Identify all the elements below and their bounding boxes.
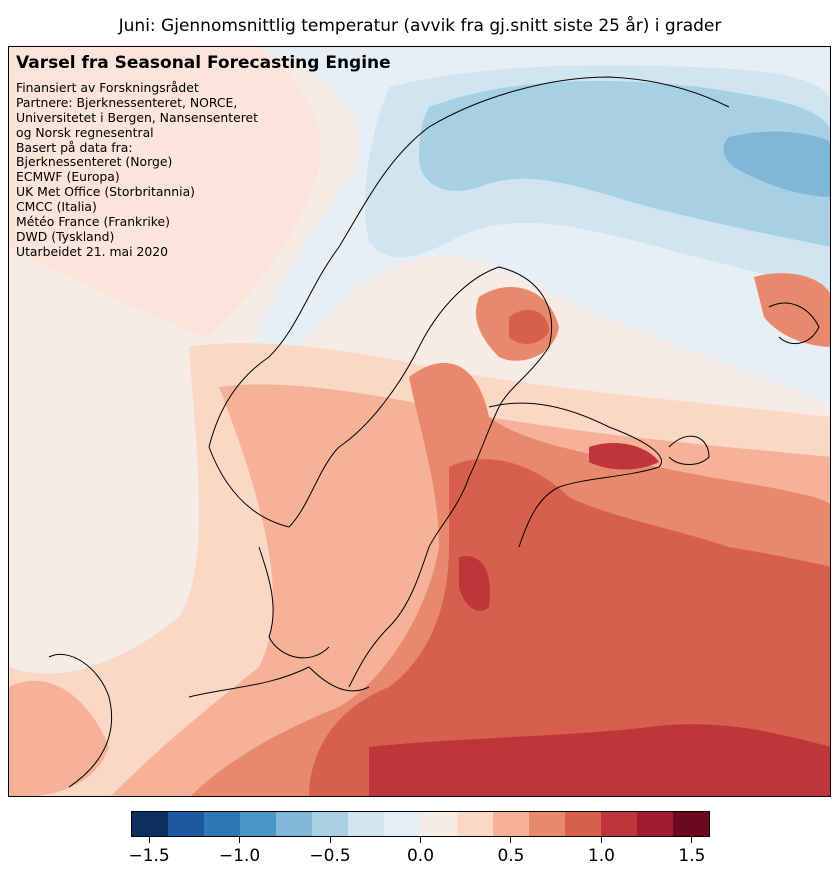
colorbar-tick	[239, 837, 241, 843]
anomaly-neutral-west	[9, 237, 239, 670]
colorbar-segment	[384, 812, 421, 836]
info-line: Bjerknessenteret (Norge)	[16, 154, 173, 170]
coastline-lake	[668, 435, 710, 465]
info-line: CMCC (Italia)	[16, 199, 97, 215]
colorbar-tick	[600, 837, 602, 843]
anomaly-red-spot	[509, 309, 549, 344]
anomaly-hot-spot-baltic	[459, 556, 490, 611]
coastline-kola	[768, 302, 820, 345]
coastline-norway	[208, 76, 730, 448]
anomaly-warm-uk	[9, 680, 109, 796]
coastline-uk	[48, 653, 113, 788]
anomaly-red	[309, 459, 830, 796]
colorbar-segment	[240, 812, 277, 836]
coastline-sweden-gulf	[208, 266, 553, 548]
colorbar-tick	[329, 837, 331, 843]
colorbar-tick	[420, 837, 421, 843]
anomaly-hot-south	[369, 724, 830, 796]
colorbar-segment	[456, 812, 493, 836]
colorbar-tick-label: 1.0	[587, 846, 615, 866]
anomaly-hot-spot	[589, 442, 659, 470]
info-heading: Varsel fra Seasonal Forecasting Engine	[16, 53, 391, 73]
colorbar-segment	[492, 812, 529, 836]
info-line: Partnere: Bjerknessenteret, NORCE,	[16, 94, 238, 110]
info-line: Basert på data fra:	[16, 139, 133, 155]
temperature-anomaly-map	[9, 47, 830, 796]
colorbar-tick	[148, 837, 150, 843]
colorbar-segment	[132, 812, 169, 836]
anomaly-strong-warm-kola	[754, 273, 830, 347]
colorbar-segment	[672, 812, 709, 836]
coastline-denmark	[258, 546, 330, 659]
colorbar-tick-label: −0.5	[309, 846, 351, 866]
coastline-sweden-south	[348, 546, 430, 688]
colorbar-segment	[276, 812, 313, 836]
coastlines	[48, 76, 820, 788]
anomaly-weak-warm-nw	[9, 47, 321, 337]
colorbar-tick-label: −1.5	[128, 846, 170, 866]
colorbar-segment	[348, 812, 385, 836]
info-line: Utarbeidet 21. mai 2020	[16, 243, 169, 259]
info-line: DWD (Tyskland)	[16, 228, 115, 244]
info-box: Varsel fra Seasonal Forecasting Engine F…	[16, 53, 391, 260]
colorbar-segment	[168, 812, 205, 836]
info-line: Finansiert av Forskningsrådet	[16, 79, 199, 95]
colorbar-segment	[312, 812, 349, 836]
colorbar-segment	[420, 812, 457, 836]
coastline-finland	[488, 402, 662, 548]
info-line: ECMWF (Europa)	[16, 169, 120, 185]
colorbar-segment	[564, 812, 601, 836]
colorbar-segment	[600, 812, 637, 836]
colorbar-tick-label: −1.0	[218, 846, 261, 866]
anomaly-mid-blue	[723, 131, 830, 197]
colorbar-tick-label: 0.0	[406, 846, 435, 866]
colorbar-segment	[636, 812, 673, 836]
info-line: Météo France (Frankrike)	[16, 214, 170, 230]
coastline-europe	[188, 666, 370, 698]
colorbar-segment	[528, 812, 565, 836]
map-panel	[8, 46, 831, 797]
chart-title: Juni: Gjennomsnittlig temperatur (avvik …	[118, 16, 722, 36]
colorbar-tick	[691, 837, 693, 843]
info-line: Universitetet i Bergen, Nansensenteret	[16, 109, 259, 125]
colorbar-tick-label: 1.5	[678, 846, 706, 866]
colorbar	[131, 811, 710, 837]
colorbar-tick	[510, 837, 512, 843]
info-line: UK Met Office (Storbritannia)	[16, 184, 196, 200]
info-line: og Norsk regnesentral	[16, 124, 154, 140]
colorbar-segment	[204, 812, 241, 836]
anomaly-blue	[419, 81, 830, 247]
colorbar-tick-label: 0.5	[497, 846, 525, 866]
